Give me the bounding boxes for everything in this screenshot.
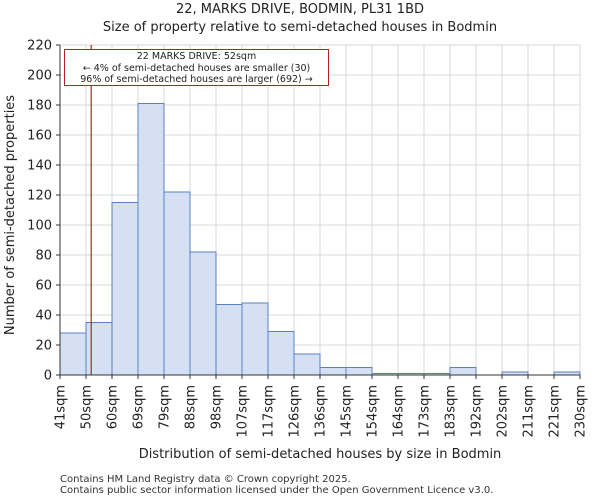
histogram-bar (85, 322, 113, 376)
x-tick-label: 126sqm (288, 385, 303, 438)
x-tick-label: 60sqm (106, 385, 121, 429)
x-tick-label: 211sqm (522, 385, 537, 438)
chart-title: 22, MARKS DRIVE, BODMIN, PL31 1BD (175, 2, 425, 17)
y-tick-label: 0 (44, 369, 52, 384)
histogram-bar (319, 367, 347, 376)
x-tick-label: 107sqm (236, 385, 251, 438)
x-tick-label: 164sqm (392, 385, 407, 438)
histogram-bar (345, 367, 373, 376)
y-tick-label: 160 (27, 129, 52, 144)
y-tick-label: 120 (27, 189, 52, 204)
histogram-bar (241, 302, 269, 376)
annotation-line-2: ← 4% of semi-detached houses are smaller… (82, 62, 311, 74)
marker-annotation: 22 MARKS DRIVE: 52sqm ← 4% of semi-detac… (64, 49, 329, 86)
x-tick-label: 221sqm (548, 385, 563, 438)
y-tick-label: 220 (27, 39, 52, 54)
footer-line-2: Contains public sector information licen… (60, 485, 494, 496)
y-tick-label: 80 (35, 249, 52, 264)
histogram-bar (59, 332, 87, 376)
x-tick-label: 183sqm (444, 385, 459, 438)
histogram-bar (137, 103, 165, 376)
x-tick-label: 145sqm (340, 385, 355, 438)
histogram-bar (449, 367, 477, 376)
y-tick-label: 140 (27, 159, 52, 174)
annotation-line-1: 22 MARKS DRIVE: 52sqm (136, 51, 257, 62)
histogram-bar (215, 304, 243, 376)
histogram-bar (267, 331, 295, 376)
y-tick-label: 100 (27, 219, 52, 234)
x-tick-label: 117sqm (262, 385, 277, 438)
y-tick-label: 200 (27, 69, 52, 84)
x-tick-label: 154sqm (366, 385, 381, 438)
y-axis-title: Number of semi-detached properties (3, 95, 18, 335)
y-tick-label: 60 (35, 279, 52, 294)
y-tick-label: 180 (27, 99, 52, 114)
x-tick-label: 192sqm (470, 385, 485, 438)
x-tick-label: 202sqm (496, 385, 511, 438)
x-axis-title: Distribution of semi-detached houses by … (139, 447, 502, 462)
x-tick-label: 173sqm (418, 385, 433, 438)
histogram-bar (111, 202, 139, 376)
x-tick-label: 41sqm (54, 385, 69, 429)
histogram-chart: 0 20 40 60 80 100 120 140 160 180 200 220 41sqm 50sqm… (3, 39, 589, 463)
y-tick-label: 40 (35, 309, 52, 324)
x-tick-label: 230sqm (574, 385, 589, 438)
x-tick-label: 50sqm (80, 385, 95, 429)
footer-line-1: Contains HM Land Registry data © Crown c… (60, 474, 351, 485)
x-tick-label: 136sqm (314, 385, 329, 438)
histogram-bar (189, 251, 217, 376)
x-tick-label: 88sqm (184, 385, 199, 429)
x-tick-label: 98sqm (210, 385, 225, 429)
x-tick-label: 69sqm (132, 385, 147, 429)
histogram-bar (163, 191, 191, 376)
y-tick-label: 20 (35, 339, 52, 354)
histogram-bar (293, 353, 321, 376)
chart-subtitle: Size of property relative to semi-detach… (102, 20, 498, 35)
annotation-line-3: 96% of semi-detached houses are larger (… (80, 74, 313, 85)
x-tick-label: 79sqm (158, 385, 173, 429)
